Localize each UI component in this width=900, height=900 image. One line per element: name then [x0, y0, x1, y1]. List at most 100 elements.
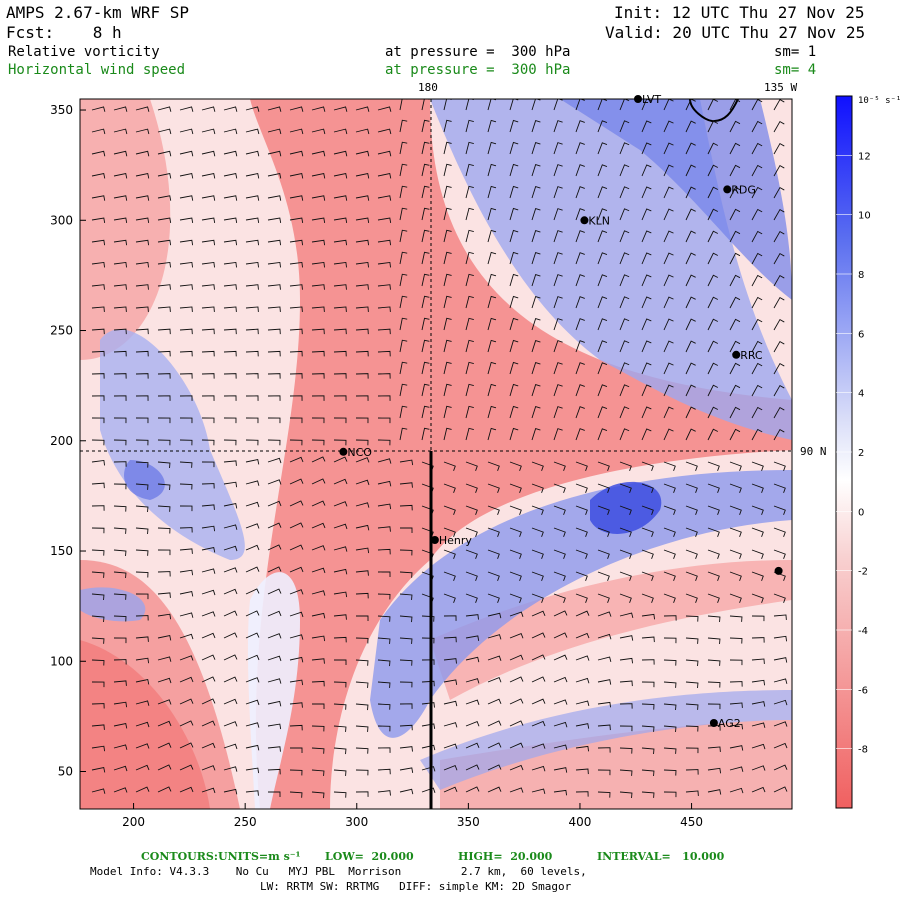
wind-barb: [509, 676, 524, 683]
wind-barb: [245, 610, 260, 617]
wind-barb: [377, 458, 392, 464]
wind-barb: [289, 544, 304, 551]
wind-barb: [465, 207, 474, 221]
wind-barb: [201, 195, 216, 201]
wind-barb: [597, 724, 611, 731]
wind-barb: [245, 459, 260, 465]
wind-barb: [377, 150, 392, 157]
wind-barb: [201, 306, 215, 312]
wind-barb: [553, 318, 563, 331]
wind-barb: [597, 505, 610, 515]
wind-barb: [399, 549, 413, 556]
wind-barb: [179, 150, 194, 157]
wind-barb: [135, 128, 150, 135]
wind-barb: [751, 406, 763, 419]
wind-barb: [531, 185, 541, 199]
wind-barb: [223, 373, 237, 379]
wind-barb: [421, 659, 435, 665]
wind-barb: [509, 483, 522, 493]
wind-barb: [531, 141, 541, 155]
wind-barb: [355, 747, 369, 754]
wind-barb: [465, 273, 474, 287]
wind-barb: [201, 654, 216, 661]
wind-barb: [443, 185, 452, 199]
wind-barb: [267, 439, 281, 446]
wind-barb: [333, 417, 347, 424]
wind-barb: [509, 742, 524, 749]
wind-barb: [91, 217, 106, 224]
wind-barb: [289, 239, 304, 246]
wind-barb: [223, 150, 238, 157]
wind-barb: [487, 317, 497, 331]
wind-barb: [663, 461, 676, 471]
wind-barb: [597, 611, 612, 617]
wind-barb: [641, 769, 655, 777]
wind-barb: [245, 350, 259, 357]
wind-barb: [641, 186, 652, 199]
wind-barb: [553, 676, 568, 683]
wind-barb: [509, 461, 522, 471]
wind-barb: [575, 593, 588, 603]
wind-barb: [157, 677, 172, 684]
wind-barb: [223, 567, 238, 573]
wind-barb: [443, 722, 458, 728]
wind-barb: [641, 505, 654, 515]
wind-barb: [179, 786, 194, 793]
wind-barb: [245, 523, 260, 529]
wind-barb: [377, 395, 391, 401]
wind-barb: [267, 128, 282, 135]
wind-barb: [157, 239, 172, 246]
wind-barb: [223, 788, 238, 795]
wind-barb: [157, 417, 171, 424]
wind-barb: [751, 701, 766, 707]
wind-barb: [619, 340, 630, 353]
wind-barb: [399, 295, 408, 309]
station-label: RRC: [740, 349, 763, 362]
wind-barb: [443, 786, 458, 793]
wind-barb: [333, 501, 348, 507]
wind-barb: [773, 230, 785, 243]
wind-barb: [487, 764, 502, 771]
wind-barb: [751, 722, 766, 728]
wind-barb: [245, 106, 260, 112]
wind-barb: [245, 566, 260, 573]
wind-barb: [421, 744, 436, 751]
wind-barb: [575, 791, 589, 797]
wind-barb: [443, 405, 452, 419]
wind-barb: [311, 545, 326, 551]
wind-barb: [707, 186, 719, 199]
colorbar-tick-label: 4: [858, 389, 864, 400]
wind-barb: [509, 527, 522, 537]
wind-barb: [245, 699, 260, 706]
wind-barb: [553, 744, 568, 750]
wind-barb: [487, 141, 497, 155]
wind-barb: [399, 788, 414, 795]
wind-barb: [135, 350, 149, 357]
wind-barb: [751, 186, 763, 199]
wind-barb: [751, 637, 765, 643]
wind-barb: [355, 150, 370, 157]
wind-barb: [663, 230, 674, 243]
wind-barb: [443, 207, 452, 221]
wind-barb: [333, 769, 347, 776]
wind-barb: [509, 633, 524, 639]
station-dot: [732, 350, 741, 359]
wind-barb: [377, 217, 392, 224]
wind-barb: [245, 588, 260, 595]
wind-barb: [663, 571, 676, 581]
wind-barb: [443, 273, 452, 287]
wind-barb: [707, 362, 719, 375]
wind-barb: [729, 120, 741, 133]
x-tick-label: 250: [234, 815, 257, 829]
wind-barb: [531, 720, 546, 727]
wind-barb: [465, 339, 474, 353]
wind-barb: [201, 439, 215, 446]
wind-barb: [311, 106, 326, 112]
wind-barb: [619, 680, 633, 687]
wind-barb: [245, 417, 259, 424]
wind-barb: [465, 742, 480, 749]
wind-barb: [311, 478, 326, 485]
wind-barb: [641, 483, 654, 493]
wind-barb: [773, 406, 785, 419]
wind-barb: [487, 698, 502, 705]
